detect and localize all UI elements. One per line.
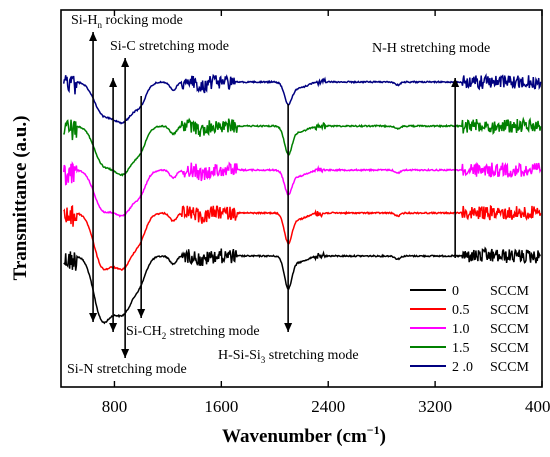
legend: 0 SCCM 0.5 SCCM 1.0 SCCM 1.5 SCCM 2 .0 SCCM (410, 284, 529, 375)
marker-arrow-head (89, 313, 98, 322)
arrow-layer (89, 32, 460, 358)
marker-arrow-head (137, 309, 146, 318)
series-line (63, 116, 542, 177)
series-line (63, 204, 542, 272)
marker-arrow-head (284, 323, 293, 332)
legend-value: 1.0 (452, 322, 470, 337)
x-tick-label: 1600 (204, 397, 238, 416)
marker-arrow-head (109, 323, 118, 332)
annotation-n-h: N-H stretching mode (372, 41, 490, 56)
marker-arrow-head (451, 78, 460, 87)
tick-layer: 800 1600 2400 3200 4000 (102, 10, 550, 416)
marker-arrow-head (121, 58, 130, 67)
annotation-h-si-si3: H-Si-Si3 stretching mode (218, 348, 359, 365)
series-line (62, 160, 542, 218)
y-axis-label: Transmittance (a.u.) (10, 116, 31, 281)
x-tick-label: 3200 (418, 397, 452, 416)
series-line (63, 246, 541, 325)
legend-unit: SCCM (490, 360, 529, 375)
legend-unit: SCCM (490, 303, 529, 318)
legend-unit: SCCM (490, 322, 529, 337)
series-layer (62, 73, 542, 325)
legend-value: 0 (452, 284, 459, 299)
legend-unit: SCCM (490, 284, 529, 299)
x-tick-label: 4000 (525, 397, 550, 416)
annotation-si-n: Si-N stretching mode (67, 362, 187, 377)
annotation-si-ch2: Si-CH2 stretching mode (126, 324, 260, 341)
x-tick-label: 800 (102, 397, 128, 416)
legend-value: 1.5 (452, 341, 470, 356)
annotation-si-hn: Si-Hn rocking mode (71, 13, 183, 30)
legend-value: 0.5 (452, 303, 470, 318)
x-axis-label: Wavenumber (cm−1) (222, 423, 386, 447)
plot-frame (60, 9, 543, 388)
annotation-si-c: Si-C stretching mode (110, 39, 229, 54)
marker-arrow-head (109, 78, 118, 87)
x-tick-label: 2400 (311, 397, 345, 416)
legend-value: 2 .0 (452, 360, 473, 375)
series-line (62, 73, 542, 125)
marker-arrow-head (89, 32, 98, 41)
marker-arrow-head (121, 349, 130, 358)
legend-unit: SCCM (490, 341, 529, 356)
